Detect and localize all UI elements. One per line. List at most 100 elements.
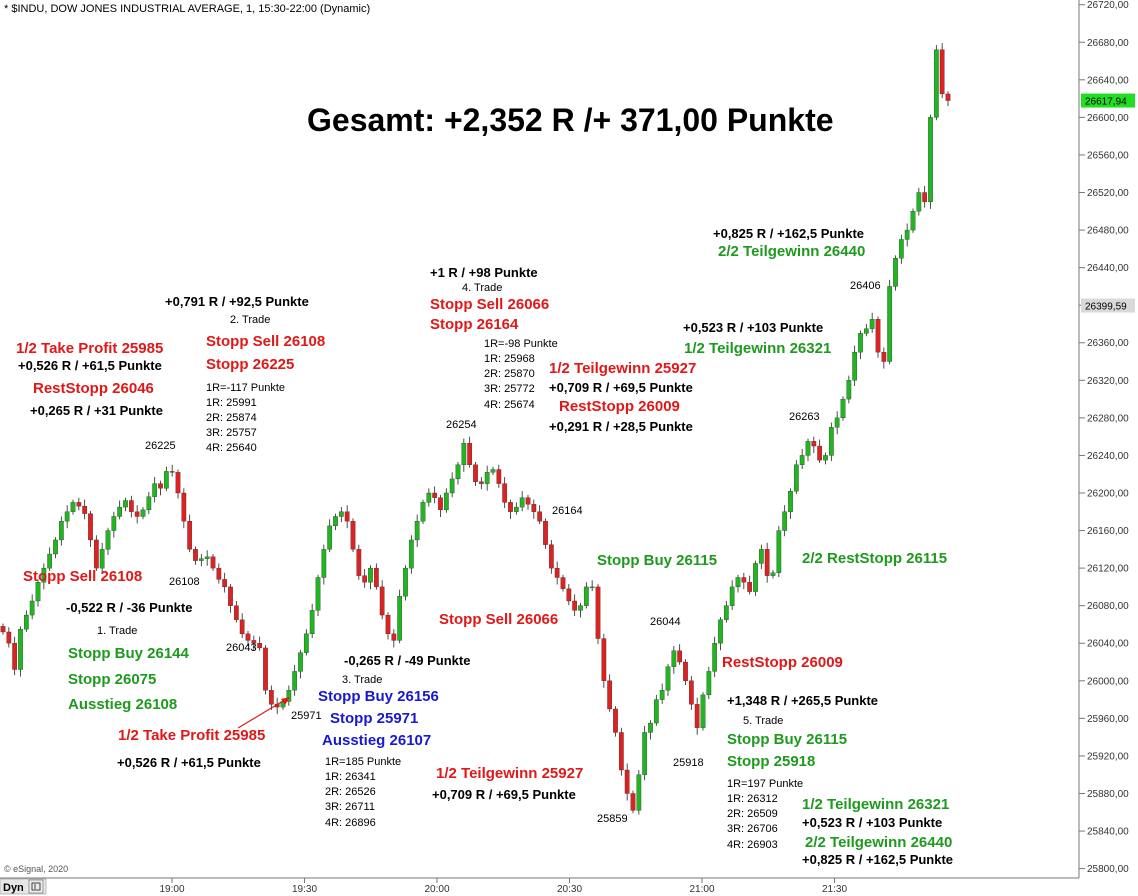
candle-up (519, 497, 525, 508)
candle-up (834, 417, 840, 428)
candle-up (770, 572, 776, 576)
candle-down (817, 445, 823, 461)
annotation-stopp-26225: Stopp 26225 (206, 356, 294, 373)
annotation-0-825-r-162-5-punkte: +0,825 R / +162,5 Punkte (802, 852, 953, 867)
candle-down (613, 708, 618, 733)
candle-up (484, 472, 490, 484)
annotation-26044: 26044 (650, 616, 681, 628)
candle-up (286, 690, 292, 702)
candle-down (531, 504, 537, 512)
candle-down (88, 513, 93, 541)
annotation-1r-26312: 1R: 26312 (727, 793, 778, 805)
candle-down (379, 586, 385, 616)
candle-down (169, 471, 175, 473)
candle-up (152, 483, 158, 497)
candle-up (805, 441, 811, 456)
price-tick-label: 26240,00 (1087, 451, 1129, 462)
candle-down (811, 441, 817, 447)
candle-up (123, 500, 128, 508)
candle-down (543, 521, 548, 545)
annotation-1-2-teilgewinn-25927: 1/2 Teilgewinn 25927 (549, 360, 696, 377)
candle-down (548, 544, 554, 569)
candle-down (683, 661, 688, 681)
candle-down (741, 577, 747, 583)
annotation-ausstieg-26108: Ausstieg 26108 (68, 696, 177, 713)
candle-down (356, 549, 362, 576)
annotation-0-265-r-31-punkte: +0,265 R / +31 Punkte (30, 403, 163, 418)
annotation-25859: 25859 (597, 813, 628, 825)
annotation-4r-26896: 4R: 26896 (325, 817, 376, 829)
candle-up (799, 455, 805, 465)
candle-down (554, 567, 560, 578)
candle-up (589, 586, 595, 589)
annotation-0-526-r-61-5-punkte: +0,526 R / +61,5 Punkte (18, 358, 162, 373)
candle-up (846, 380, 852, 400)
annotation-25918: 25918 (673, 757, 704, 769)
annotation-2r-25874: 2R: 25874 (206, 412, 257, 424)
candle-down (82, 505, 88, 514)
annotation-stopp-sell-26066: Stopp Sell 26066 (430, 296, 549, 313)
candle-down (350, 521, 356, 550)
candle-down (572, 600, 578, 611)
annotation-26164: 26164 (552, 505, 583, 517)
price-tick-label: 26320,00 (1087, 376, 1129, 387)
candle-down (432, 492, 438, 498)
price-axis-ticks: 26720,00 26680,00 26640,00 26600,00 26560,00… (1079, 0, 1129, 875)
annotation-1r-25991: 1R: 25991 (206, 397, 257, 409)
candle-down (601, 638, 607, 681)
candlestick-series[interactable] (0, 43, 951, 815)
annotation-5-trade: 5. Trade (743, 715, 783, 727)
annotation-1r-117-punkte: 1R=-117 Punkte (206, 382, 285, 394)
annotation-1-r-98-punkte: +1 R / +98 Punkte (430, 265, 538, 280)
annotation-1-2-take-profit-25985: 1/2 Take Profit 25985 (118, 727, 265, 744)
candle-down (193, 549, 198, 561)
price-tick-label: 26640,00 (1087, 75, 1129, 86)
candle-up (823, 455, 828, 461)
annotation-4r-26903: 4R: 26903 (727, 839, 778, 851)
mode-button[interactable] (28, 879, 44, 894)
candle-up (513, 506, 519, 512)
candle-down (187, 521, 193, 550)
candle-up (578, 605, 583, 611)
candle-down (677, 650, 683, 663)
candle-down (473, 464, 478, 482)
marker-price-tag (1081, 298, 1135, 313)
candle-down (239, 619, 245, 635)
candle-up (292, 671, 298, 691)
candle-up (712, 643, 718, 672)
candle-up (309, 610, 315, 635)
candle-up (729, 586, 735, 606)
annotation-26254: 26254 (446, 419, 477, 431)
candle-down (939, 49, 945, 95)
annotation-1r-98-punkte: 1R=-98 Punkte (484, 338, 558, 350)
take-profit-arrow (237, 697, 289, 729)
annotation-stopp-26164: Stopp 26164 (430, 316, 519, 333)
candle-down (467, 443, 473, 465)
annotation-26225: 26225 (145, 440, 176, 452)
copyright-label: © eSignal, 2020 (4, 864, 68, 874)
annotation-1r-25968: 1R: 25968 (484, 353, 535, 365)
annotation-stopp-buy-26156: Stopp Buy 26156 (318, 688, 439, 705)
candle-up (893, 258, 898, 287)
candle-down (181, 492, 187, 522)
price-tick-label: 26440,00 (1087, 263, 1129, 274)
last-price-label: 26617,94 (1085, 97, 1127, 108)
candle-up (41, 567, 47, 583)
candle-down (764, 549, 770, 576)
candle-up (368, 567, 373, 583)
candle-down (216, 567, 222, 580)
candle-down (6, 631, 12, 644)
annotation-0-523-r-103-punkte: +0,523 R / +103 Punkte (683, 320, 823, 335)
mode-label: Dyn (3, 882, 24, 894)
annotation-0-825-r-162-5-punkte: +0,825 R / +162,5 Punkte (713, 226, 864, 241)
candle-down (0, 626, 6, 633)
annotation-26406: 26406 (850, 280, 881, 292)
candle-up (426, 492, 432, 503)
candle-up (58, 521, 64, 541)
annotation-26043: 26043 (226, 642, 257, 654)
annotation-1-2-teilgewinn-26321: 1/2 Teilgewinn 26321 (684, 340, 831, 357)
last-price-tag (1081, 93, 1135, 108)
candle-down (922, 192, 928, 203)
candle-down (373, 567, 379, 588)
candle-down (537, 511, 543, 522)
